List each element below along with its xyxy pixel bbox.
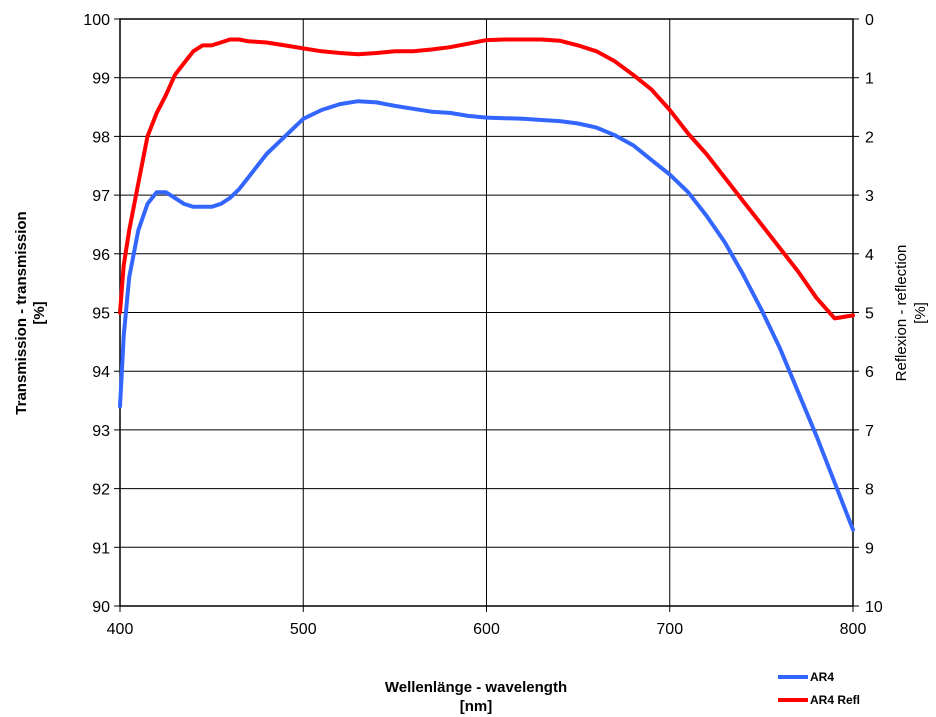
- bottom-axis-ticks: 400 500 600 700 800: [107, 606, 867, 638]
- y-tick-label: 97: [92, 188, 110, 205]
- grid-lines: [119, 18, 854, 607]
- y2-tick-label: 10: [865, 599, 883, 616]
- y-tick-label: 100: [83, 12, 110, 29]
- y-tick-label: 95: [92, 306, 110, 323]
- x-tick-label: 800: [840, 621, 867, 638]
- y-tick-label: 98: [92, 129, 110, 146]
- y2-axis-label-line1: Reflexion - reflection: [893, 245, 910, 382]
- x-tick-label: 600: [473, 621, 500, 638]
- series-line-1: [118, 99, 855, 532]
- y-tick-label: 90: [92, 599, 110, 616]
- y2-tick-label: 5: [865, 306, 874, 323]
- y-tick-label: 93: [92, 423, 110, 440]
- series-layer: [118, 37, 855, 532]
- y-tick-label: 99: [92, 71, 110, 88]
- x-axis-label-line1: Wellenlänge - wavelength: [385, 679, 567, 696]
- y-axis-label-line1: Transmission - transmission: [13, 211, 30, 414]
- y-axis-label-line2: [%]: [31, 301, 48, 324]
- x-tick-label: 700: [656, 621, 683, 638]
- y2-tick-label: 1: [865, 71, 874, 88]
- x-tick-label: 500: [290, 621, 317, 638]
- left-axis-ticks: 90 91 92 93 94 95 96 97 98 99 100: [83, 12, 120, 616]
- y-tick-label: 91: [92, 540, 110, 557]
- y2-tick-label: 7: [865, 423, 874, 440]
- y-tick-label: 94: [92, 364, 110, 381]
- y2-tick-label: 6: [865, 364, 874, 381]
- y2-tick-label: 9: [865, 540, 874, 557]
- x-tick-label: 400: [107, 621, 134, 638]
- x-axis-label-line2: [nm]: [460, 698, 493, 715]
- legend-label-2: AR4 Refl: [810, 693, 860, 707]
- y2-tick-label: 8: [865, 482, 874, 499]
- legend: AR4 AR4 Refl: [778, 670, 860, 707]
- y2-tick-label: 4: [865, 247, 874, 264]
- y-tick-label: 92: [92, 482, 110, 499]
- y2-tick-label: 2: [865, 129, 874, 146]
- y2-axis-label-line2: [%]: [912, 302, 929, 324]
- legend-label-1: AR4: [810, 670, 834, 684]
- series-line-2: [118, 37, 855, 321]
- y2-tick-label: 0: [865, 12, 874, 29]
- y2-tick-label: 3: [865, 188, 874, 205]
- y-tick-label: 96: [92, 247, 110, 264]
